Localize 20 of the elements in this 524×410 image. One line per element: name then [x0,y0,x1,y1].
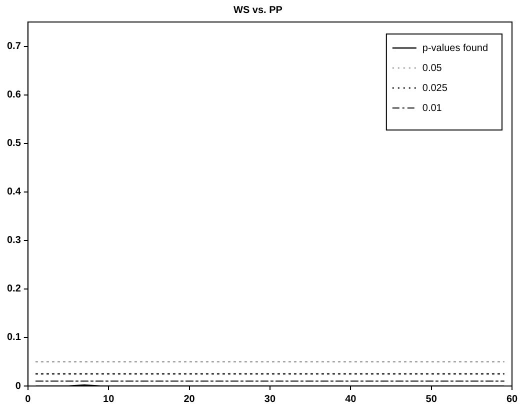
y-tick-label: 0.3 [6,235,22,246]
x-tick-label: 0 [25,394,32,405]
x-tick-label: 10 [103,394,115,405]
legend-label: p-values found [422,42,488,54]
y-tick-label: 0 [15,380,22,392]
x-tick-label: 50 [426,394,438,405]
x-tick-label: 20 [184,394,196,405]
chart-title: WS vs. PP [234,4,283,16]
y-tick-label: 0.2 [6,284,22,295]
y-tick-label: 0.1 [6,332,22,344]
x-tick-label: 60 [506,394,518,405]
y-tick-label: 0.4 [6,186,22,198]
x-tick-label: 30 [264,394,276,405]
y-tick-label: 0.5 [6,138,22,150]
x-tick-label: 40 [345,394,357,405]
legend-label: 0.01 [422,102,442,114]
y-tick-label: 0.6 [6,90,22,101]
legend-label: 0.025 [422,82,448,94]
legend-label: 0.05 [422,62,442,74]
y-tick-label: 0.7 [6,41,22,52]
